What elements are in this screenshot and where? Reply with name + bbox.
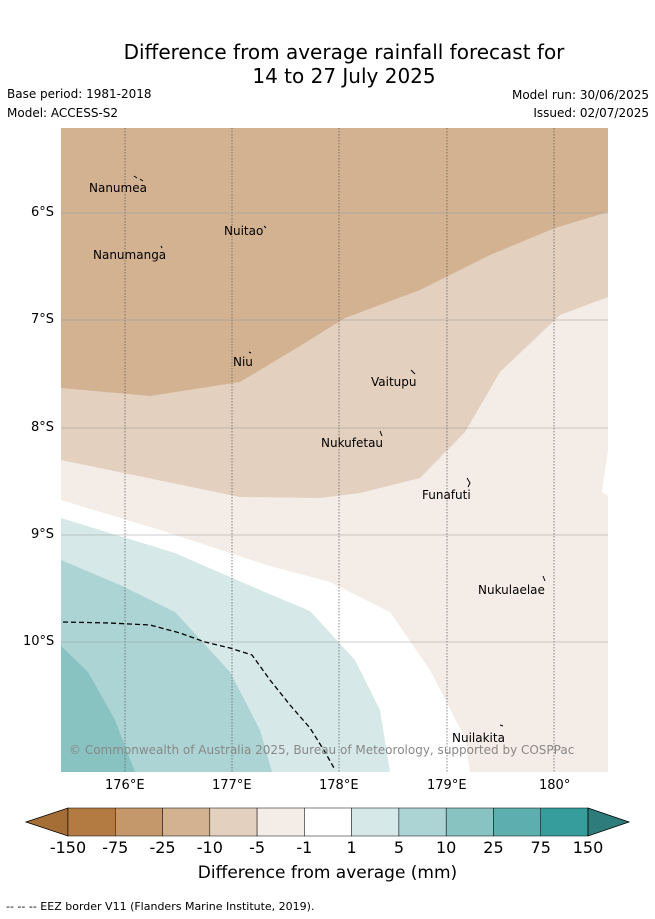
island-label-nukulaelae: Nukulaelae bbox=[478, 583, 545, 597]
contour-regions bbox=[61, 128, 608, 772]
model-run: Model run: 30/06/2025 bbox=[511, 88, 649, 102]
lat-label-7s: 7°S bbox=[31, 312, 55, 327]
colorbar-swatch bbox=[351, 807, 400, 837]
colorbar-swatches bbox=[24, 807, 631, 837]
colorbar-swatch bbox=[304, 807, 352, 837]
lon-label-177e: 177°E bbox=[212, 778, 252, 793]
colorbar-tick-label: 150 bbox=[572, 838, 604, 857]
eez-footnote: -- -- -- EEZ border V11 (Flanders Marine… bbox=[6, 900, 315, 913]
colorbar-tick-label: 75 bbox=[530, 838, 551, 857]
lat-label-9s: 9°S bbox=[31, 527, 55, 542]
colorbar-label: Difference from average (mm) bbox=[197, 863, 458, 883]
lat-label-6s: 6°S bbox=[31, 205, 55, 220]
island-label-nuilakita: Nuilakita bbox=[452, 731, 505, 745]
region-10-to-25 bbox=[61, 646, 135, 772]
colorbar-tick-label: 5 bbox=[393, 838, 404, 857]
colorbar-arrow-high bbox=[587, 807, 631, 837]
copyright-notice: © Commonwealth of Australia 2025, Bureau… bbox=[69, 743, 575, 757]
colorbar-tick-label: 1 bbox=[346, 838, 357, 857]
colorbar-swatch bbox=[162, 807, 211, 837]
lon-label-179e: 179°E bbox=[427, 778, 467, 793]
colorbar-tick-label: -1 bbox=[296, 838, 313, 857]
colorbar-tick-label: -150 bbox=[49, 838, 87, 857]
colorbar-swatch bbox=[115, 807, 163, 837]
eez-border bbox=[62, 621, 335, 769]
model-name: Model: ACCESS-S2 bbox=[7, 106, 119, 120]
colorbar-swatch bbox=[445, 807, 494, 837]
lon-label-180: 180° bbox=[539, 778, 571, 793]
longitude-gridlines bbox=[124, 128, 555, 772]
lon-label-176e: 176°E bbox=[105, 778, 145, 793]
colorbar-swatch bbox=[540, 807, 589, 837]
lat-label-8s: 8°S bbox=[31, 420, 55, 435]
island-label-funafuti: Funafuti bbox=[422, 488, 471, 502]
colorbar-tick-label: 25 bbox=[483, 838, 504, 857]
title-line-1: Difference from average rainfall forecas… bbox=[123, 40, 565, 64]
lon-label-178e: 178°E bbox=[319, 778, 359, 793]
island-label-nanumanga: Nanumanga bbox=[93, 248, 167, 262]
colorbar-tick-label: -75 bbox=[102, 838, 129, 857]
colorbar-swatch bbox=[398, 807, 447, 837]
colorbar-arrow-low bbox=[24, 807, 69, 837]
colorbar-swatch bbox=[493, 807, 541, 837]
island-label-niu: Niu bbox=[233, 355, 253, 369]
island-label-vaitupu: Vaitupu bbox=[371, 375, 417, 389]
colorbar-tick-label: -5 bbox=[249, 838, 266, 857]
lat-label-10s: 10°S bbox=[23, 634, 55, 649]
island-label-nuitao: Nuitao bbox=[224, 224, 264, 238]
colorbar-tick-label: 10 bbox=[435, 838, 457, 857]
base-period: Base period: 1981-2018 bbox=[7, 87, 152, 101]
colorbar-swatch bbox=[209, 807, 258, 837]
latitude-gridlines bbox=[61, 212, 608, 643]
island-label-nukufetau: Nukufetau bbox=[321, 436, 384, 450]
colorbar-tick-label: -10 bbox=[196, 838, 223, 857]
colorbar-swatch bbox=[67, 807, 116, 837]
island-label-nanumea: Nanumea bbox=[89, 181, 147, 195]
colorbar-tick-label: -25 bbox=[149, 838, 176, 857]
colorbar-swatch bbox=[256, 807, 305, 837]
region-minus25-to-minus10 bbox=[61, 128, 608, 396]
map-title: Difference from average rainfall forecas… bbox=[0, 40, 655, 88]
title-line-2: 14 to 27 July 2025 bbox=[252, 64, 436, 88]
issued-date: Issued: 02/07/2025 bbox=[533, 106, 649, 120]
island-shapes bbox=[133, 175, 546, 727]
